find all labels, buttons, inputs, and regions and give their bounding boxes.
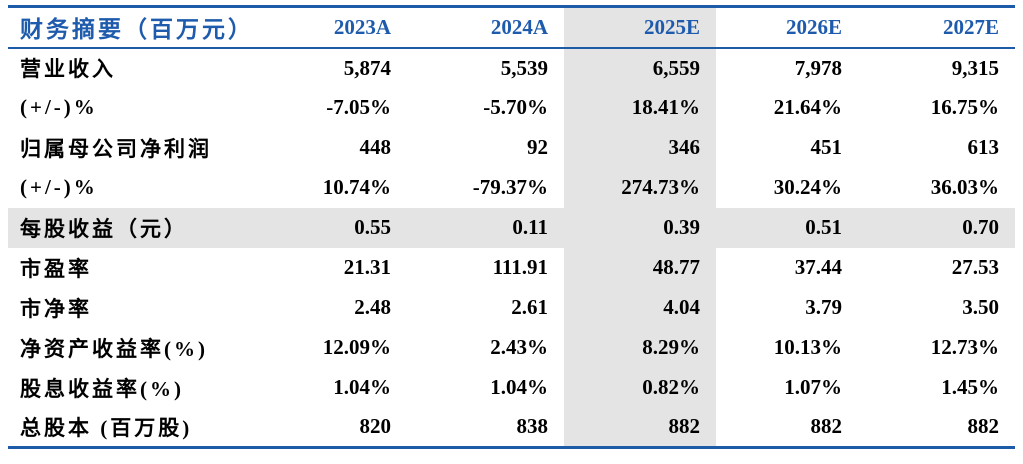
- row-label: 营业收入: [20, 57, 116, 81]
- cell-value: 48.77: [564, 247, 716, 288]
- row-label: 每股收益（元）: [20, 216, 188, 241]
- cell-value: 882: [564, 407, 716, 448]
- row-label: 归属母公司净利润: [20, 136, 212, 161]
- table-row: 总股本 (百万股) 820 838 882 882 882: [8, 407, 1015, 448]
- cell-value: 3.50: [962, 295, 999, 319]
- cell-value: 2.43%: [490, 335, 548, 359]
- table-row: (+/-)% 10.74% -79.37% 274.73% 30.24% 36.03%: [8, 167, 1015, 208]
- cell-value: 1.45%: [941, 375, 999, 399]
- cell-value: 5,874: [343, 55, 391, 80]
- cell-value: 21.64%: [773, 95, 842, 119]
- table-row: 市盈率 21.31 111.91 48.77 37.44 27.53: [8, 247, 1015, 288]
- cell-value: 882: [810, 414, 843, 439]
- table-row: 营业收入 5,874 5,539 6,559 7,978 9,315: [8, 47, 1015, 88]
- cell-value: 2.48: [354, 295, 391, 319]
- cell-value: 4.04: [564, 287, 716, 328]
- table-row: 归属母公司净利润 448 92 346 451 613: [8, 127, 1015, 168]
- cell-value: 1.04%: [333, 375, 391, 399]
- cell-value: 0.82%: [564, 367, 716, 408]
- cell-value: 12.09%: [322, 335, 391, 359]
- cell-value: 5,539: [500, 55, 548, 80]
- cell-value: 9,315: [951, 55, 999, 80]
- cell-value: 1.07%: [784, 375, 842, 399]
- cell-value: 820: [359, 414, 392, 439]
- row-label: 股息收益率(%): [20, 376, 184, 401]
- cell-value: 27.53: [951, 255, 999, 279]
- cell-value: 36.03%: [930, 175, 999, 199]
- cell-value: 448: [359, 135, 392, 159]
- cell-value: 1.04%: [490, 375, 548, 399]
- row-label: (+/-)%: [20, 95, 98, 119]
- cell-value: 613: [967, 135, 1000, 159]
- cell-value: -5.70%: [483, 95, 548, 119]
- column-header-2025e: 2025E: [564, 6, 716, 48]
- row-label: 市盈率: [20, 256, 92, 281]
- row-label: 总股本 (百万股): [20, 415, 193, 440]
- cell-value: 16.75%: [930, 95, 999, 119]
- table-row: 净资产收益率(%) 12.09% 2.43% 8.29% 10.13% 12.73%: [8, 327, 1015, 368]
- table-body: 营业收入 5,874 5,539 6,559 7,978 9,315 (+/-)% -7.05…: [8, 47, 1015, 448]
- cell-value: 274.73%: [564, 167, 716, 208]
- cell-value: 37.44: [794, 255, 842, 279]
- table-row: (+/-)% -7.05% -5.70% 18.41% 21.64% 16.75%: [8, 87, 1015, 128]
- row-label: (+/-)%: [20, 175, 98, 199]
- cell-value: 12.73%: [930, 335, 999, 359]
- column-header-2024a: 2024A: [490, 14, 548, 39]
- cell-value: 838: [516, 414, 549, 439]
- cell-value: -7.05%: [326, 95, 391, 119]
- cell-value: 8.29%: [564, 327, 716, 368]
- cell-value: 2.61: [511, 295, 548, 319]
- cell-value: 92: [527, 135, 548, 159]
- table-header: 财务摘要（百万元） 2023A 2024A 2025E 2026E 2027E: [8, 6, 1015, 48]
- cell-value: 21.31: [343, 255, 391, 279]
- row-label: 市净率: [20, 296, 92, 321]
- cell-value: 111.91: [492, 255, 548, 279]
- cell-value: 18.41%: [564, 87, 716, 128]
- cell-value: 451: [810, 135, 843, 159]
- cell-value: 0.55: [354, 215, 391, 239]
- cell-value: 0.70: [962, 215, 999, 239]
- cell-value: 0.11: [512, 215, 548, 239]
- table-title: 财务摘要（百万元）: [20, 17, 252, 43]
- cell-value: 0.39: [564, 207, 716, 248]
- cell-value: 7,978: [794, 55, 842, 80]
- cell-value: 30.24%: [773, 175, 842, 199]
- financial-summary-table: 财务摘要（百万元） 2023A 2024A 2025E 2026E 2027E …: [8, 5, 1015, 449]
- cell-value: 10.13%: [773, 335, 842, 359]
- cell-value: 346: [564, 127, 716, 168]
- column-header-2023a: 2023A: [333, 14, 391, 39]
- cell-value: -79.37%: [472, 175, 548, 199]
- cell-value: 882: [967, 414, 1000, 439]
- table-row: 每股收益（元） 0.55 0.11 0.39 0.51 0.70: [8, 207, 1015, 248]
- cell-value: 6,559: [564, 47, 716, 88]
- column-header-2027e: 2027E: [942, 14, 999, 39]
- header-row: 财务摘要（百万元） 2023A 2024A 2025E 2026E 2027E: [8, 6, 1015, 48]
- column-header-2026e: 2026E: [785, 14, 842, 39]
- table-row: 市净率 2.48 2.61 4.04 3.79 3.50: [8, 287, 1015, 328]
- cell-value: 3.79: [805, 295, 842, 319]
- table-row: 股息收益率(%) 1.04% 1.04% 0.82% 1.07% 1.45%: [8, 367, 1015, 408]
- cell-value: 0.51: [805, 215, 842, 239]
- cell-value: 10.74%: [322, 175, 391, 199]
- row-label: 净资产收益率(%): [20, 336, 208, 361]
